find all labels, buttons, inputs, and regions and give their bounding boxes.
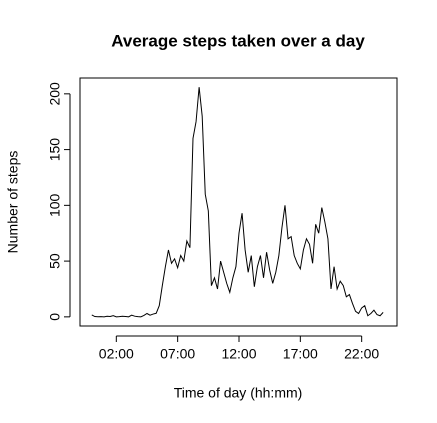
x-tick-label: 07:00 [160,346,195,362]
y-tick-label: 50 [47,253,63,269]
y-axis-label: Number of steps [5,151,21,254]
plot-frame [79,77,398,327]
data-line [91,87,384,318]
x-axis-label: Time of day (hh:mm) [174,385,303,401]
y-tick-label: 100 [47,193,63,217]
chart-title: Average steps taken over a day [111,31,365,50]
x-tick-label: 22:00 [344,346,379,362]
y-tick-label: 200 [47,82,63,106]
y-tick-label: 150 [47,138,63,162]
y-tick-label: 0 [47,313,63,321]
x-tick-label: 17:00 [283,346,318,362]
x-tick-label: 02:00 [99,346,134,362]
x-tick-label: 12:00 [221,346,256,362]
